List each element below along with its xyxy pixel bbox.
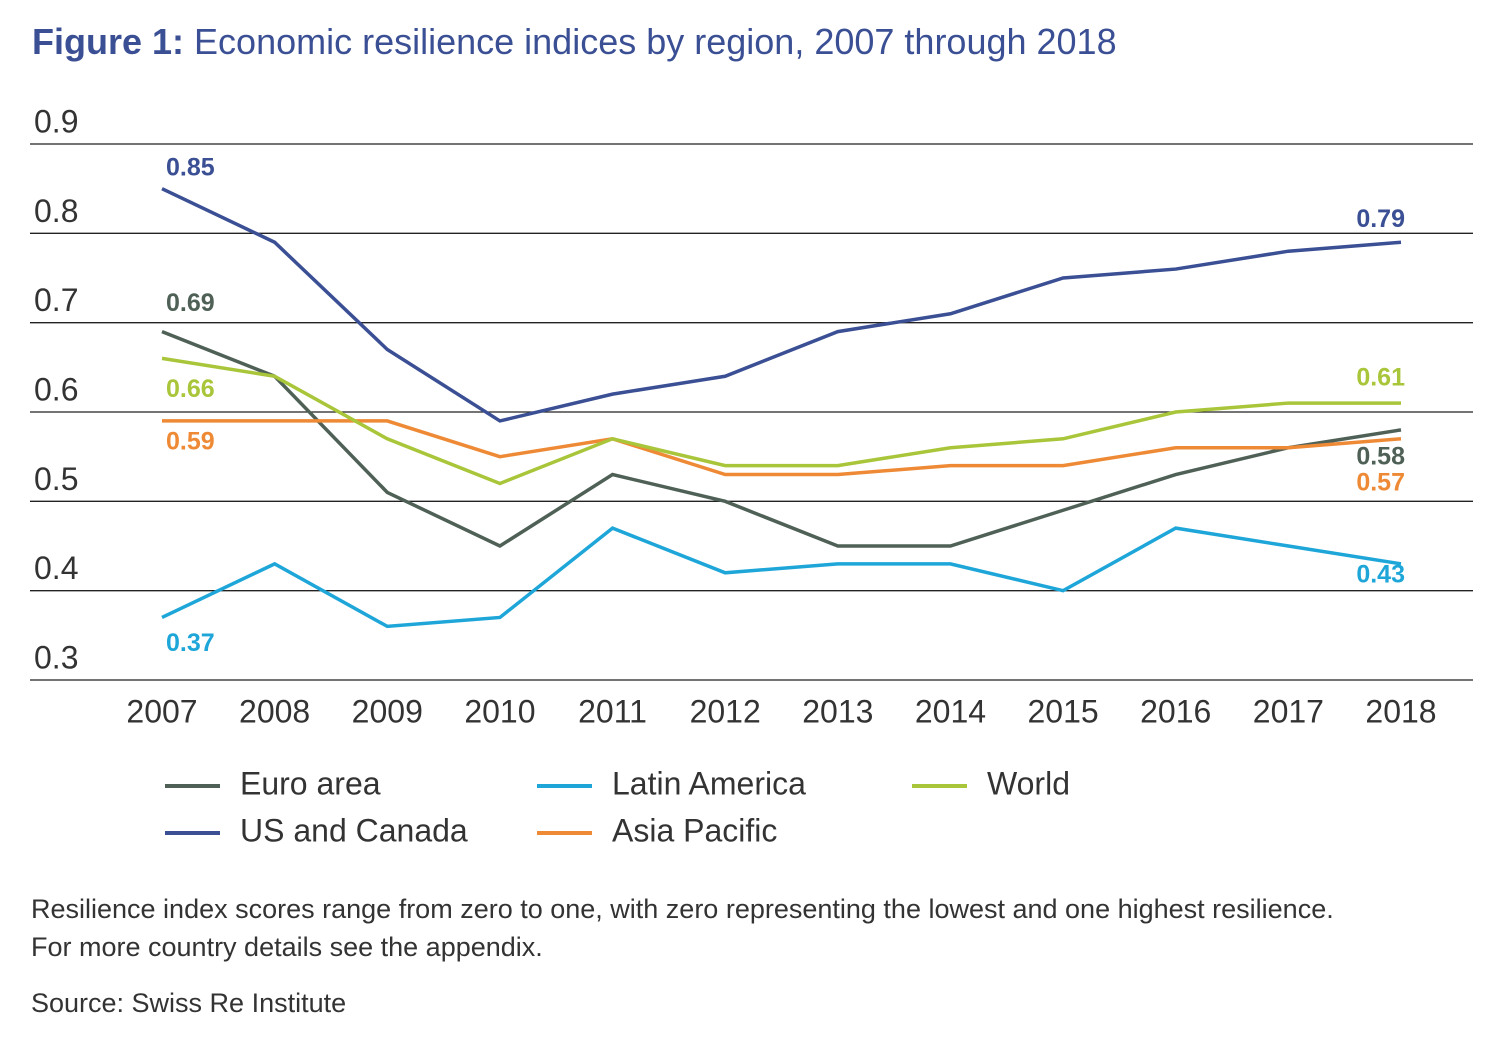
x-tick-label: 2008 [239, 693, 310, 729]
x-tick-label: 2012 [690, 693, 761, 729]
series-line [161, 356, 1401, 486]
chart-title: Figure 1: Economic resilience indices by… [32, 21, 1117, 62]
legend-label: Euro area [240, 765, 381, 801]
legend-label: Latin America [612, 765, 806, 801]
data-label: 0.79 [1356, 205, 1405, 233]
x-tick-label: 2009 [352, 693, 423, 729]
data-label: 0.37 [166, 629, 215, 657]
y-tick-label: 0.5 [34, 461, 78, 497]
data-label: 0.69 [166, 289, 215, 317]
data-label: 0.66 [166, 375, 215, 403]
x-tick-label: 2007 [126, 693, 197, 729]
series-line [161, 526, 1402, 629]
y-tick-label: 0.4 [34, 550, 78, 586]
source: Source: Swiss Re Institute [31, 988, 347, 1018]
title-text: Economic resilience indices by region, 2… [194, 21, 1117, 62]
data-label: 0.85 [166, 153, 215, 181]
x-tick-label: 2011 [578, 693, 647, 729]
series-line [161, 187, 1402, 423]
y-tick-label: 0.9 [34, 103, 78, 139]
note: Resilience index scores range from zero … [31, 894, 1334, 962]
y-tick-label: 0.8 [34, 193, 78, 229]
legend-label: World [987, 765, 1070, 801]
x-tick-label: 2015 [1027, 693, 1098, 729]
series-line [161, 329, 1402, 548]
chart: Figure 1: Economic resilience indices by… [30, 21, 1473, 848]
y-tick-label: 0.7 [34, 282, 78, 318]
x-tick-label: 2014 [915, 693, 986, 729]
legend-label: US and Canada [240, 812, 468, 848]
x-tick-label: 2010 [464, 693, 535, 729]
figure-label: Figure 1: [32, 21, 184, 62]
x-tick-label: 2016 [1140, 693, 1211, 729]
data-label: 0.43 [1356, 560, 1405, 588]
data-label: 0.58 [1356, 442, 1405, 470]
data-label: 0.61 [1356, 364, 1405, 392]
y-tick-label: 0.6 [34, 371, 78, 407]
y-tick-label: 0.3 [34, 639, 78, 675]
legend-label: Asia Pacific [612, 812, 777, 848]
x-tick-label: 2018 [1365, 693, 1436, 729]
x-tick-label: 2013 [802, 693, 873, 729]
series-line [162, 419, 1402, 477]
data-label: 0.57 [1356, 468, 1405, 496]
x-tick-label: 2017 [1253, 693, 1324, 729]
data-label: 0.59 [166, 428, 215, 456]
